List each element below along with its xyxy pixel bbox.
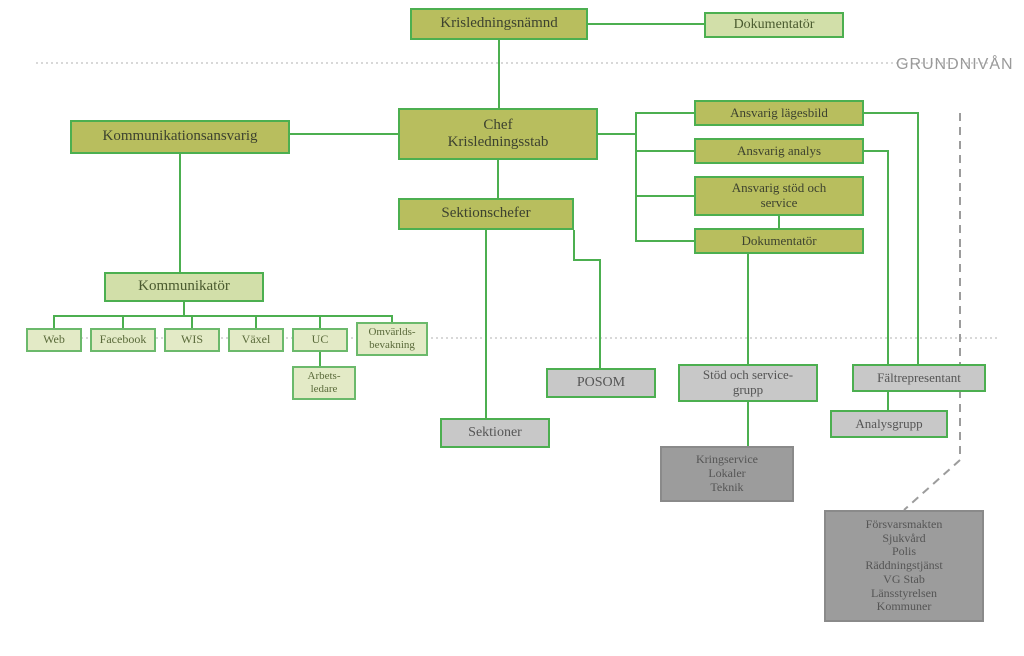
node-label: Sektionschefer bbox=[441, 205, 530, 222]
node-ansv_lagesbild: Ansvarig lägesbild bbox=[694, 100, 864, 126]
node-facebook: Facebook bbox=[90, 328, 156, 352]
node-label: Stöd och service- grupp bbox=[703, 368, 793, 398]
node-label: Chef Krisledningsstab bbox=[448, 117, 549, 152]
node-posom: POSOM bbox=[546, 368, 656, 398]
node-label: Dokumentatör bbox=[734, 17, 815, 33]
node-analysgrupp: Analysgrupp bbox=[830, 410, 948, 438]
node-arbetsledare: Arbets- ledare bbox=[292, 366, 356, 400]
node-sektioner: Sektioner bbox=[440, 418, 550, 448]
node-label: POSOM bbox=[577, 375, 625, 391]
node-krisledningsnamnd: Krisledningsnämnd bbox=[410, 8, 588, 40]
node-label: Växel bbox=[242, 333, 271, 347]
node-sektionschefer: Sektionschefer bbox=[398, 198, 574, 230]
node-kommansvarig: Kommunikationsansvarig bbox=[70, 120, 290, 154]
node-label: Försvarsmakten Sjukvård Polis Räddningst… bbox=[865, 518, 942, 615]
node-vaxel: Växel bbox=[228, 328, 284, 352]
node-uc: UC bbox=[292, 328, 348, 352]
node-label: Kommunikatör bbox=[138, 278, 230, 295]
node-label: Arbets- ledare bbox=[308, 370, 341, 395]
node-label: Sektioner bbox=[468, 425, 522, 441]
node-label: Fältrepresentant bbox=[877, 371, 961, 386]
node-label: Ansvarig lägesbild bbox=[730, 106, 828, 121]
node-label: Krisledningsnämnd bbox=[440, 15, 558, 32]
node-external: Försvarsmakten Sjukvård Polis Räddningst… bbox=[824, 510, 984, 622]
node-label: Kommunikationsansvarig bbox=[103, 128, 258, 145]
node-label: Dokumentatör bbox=[741, 234, 816, 249]
node-label: Omvärlds- bevakning bbox=[368, 326, 415, 351]
node-label: UC bbox=[312, 333, 329, 347]
org-chart: Krisledningsnämnd Dokumentatör Kommunikati… bbox=[0, 0, 1024, 656]
node-label: WIS bbox=[181, 333, 203, 347]
section-label-grundnivan: GRUNDNIVÅN bbox=[896, 56, 1014, 74]
node-ansv_stod: Ansvarig stöd och service bbox=[694, 176, 864, 216]
node-web: Web bbox=[26, 328, 82, 352]
node-chef: Chef Krisledningsstab bbox=[398, 108, 598, 160]
node-stodgrupp: Stöd och service- grupp bbox=[678, 364, 818, 402]
node-label: Analysgrupp bbox=[855, 417, 922, 432]
node-kommunikatör: Kommunikatör bbox=[104, 272, 264, 302]
node-ansv_analys: Ansvarig analys bbox=[694, 138, 864, 164]
node-label: Web bbox=[43, 333, 65, 347]
node-dokumentator_top: Dokumentatör bbox=[704, 12, 844, 38]
node-omvarlds: Omvärlds- bevakning bbox=[356, 322, 428, 356]
node-label: Ansvarig analys bbox=[737, 144, 821, 159]
node-label: Kringservice Lokaler Teknik bbox=[696, 453, 758, 494]
node-wis: WIS bbox=[164, 328, 220, 352]
node-label: Ansvarig stöd och service bbox=[732, 181, 827, 211]
node-dokumentator2: Dokumentatör bbox=[694, 228, 864, 254]
node-label: Facebook bbox=[100, 333, 147, 347]
node-kringservice: Kringservice Lokaler Teknik bbox=[660, 446, 794, 502]
node-faltrep: Fältrepresentant bbox=[852, 364, 986, 392]
